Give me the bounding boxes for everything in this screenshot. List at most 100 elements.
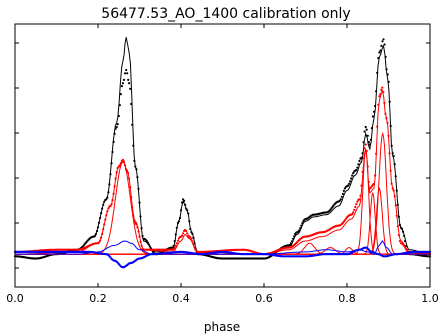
data-point-total-intensity-data xyxy=(101,208,103,210)
data-point-total-intensity-data xyxy=(384,43,386,45)
data-point-linear-polarization-data xyxy=(355,203,357,205)
data-point-total-intensity-data xyxy=(179,217,181,219)
data-point-linear-polarization-data xyxy=(174,247,176,249)
data-point-linear-polarization-data xyxy=(116,171,118,173)
data-point-total-intensity-data xyxy=(362,152,364,154)
data-point-total-intensity-data xyxy=(350,177,352,179)
data-point-total-intensity-data xyxy=(390,125,392,127)
data-point-linear-polarization-data xyxy=(138,236,140,238)
data-point-total-intensity-data xyxy=(356,167,358,169)
data-point-total-intensity-data xyxy=(380,45,382,47)
data-point-total-intensity-data xyxy=(401,228,403,230)
data-point-total-intensity-data xyxy=(402,231,404,233)
data-point-total-intensity-data xyxy=(131,124,133,126)
data-point-total-intensity-data xyxy=(142,235,144,237)
data-point-total-intensity-data xyxy=(110,162,112,164)
data-point-total-intensity-data xyxy=(130,103,132,105)
data-point-linear-polarization-data xyxy=(136,226,138,228)
data-point-total-intensity-data xyxy=(378,51,380,53)
data-point-total-intensity-data xyxy=(138,202,140,204)
data-point-total-intensity-data xyxy=(184,204,186,206)
data-point-total-intensity-data xyxy=(147,242,149,244)
data-point-total-intensity-data xyxy=(292,238,294,240)
data-point-total-intensity-data xyxy=(129,88,131,90)
data-point-linear-polarization-data xyxy=(182,232,184,234)
data-point-total-intensity-data xyxy=(127,79,129,81)
data-point-linear-polarization-data xyxy=(379,93,381,95)
data-point-linear-polarization-data xyxy=(137,231,139,233)
data-point-total-intensity-data xyxy=(355,169,357,171)
data-point-total-intensity-data xyxy=(403,235,405,237)
x-tick-label: 0.4 xyxy=(172,292,190,305)
data-point-linear-polarization-data xyxy=(186,232,188,234)
data-point-total-intensity-data xyxy=(102,204,104,206)
data-point-total-intensity-data xyxy=(137,188,139,190)
data-point-total-intensity-data xyxy=(136,176,138,178)
data-point-linear-polarization-data xyxy=(128,177,130,179)
x-tick-label: 0.8 xyxy=(338,292,356,305)
data-point-linear-polarization-data xyxy=(177,240,179,242)
data-point-linear-polarization-data xyxy=(360,185,362,187)
data-point-linear-polarization-data xyxy=(388,152,390,154)
data-point-total-intensity-data xyxy=(341,196,343,198)
data-point-total-intensity-data xyxy=(366,129,368,131)
data-point-total-intensity-data xyxy=(367,135,369,137)
data-point-linear-polarization-data xyxy=(352,211,354,213)
data-point-total-intensity-data xyxy=(351,175,353,177)
data-point-linear-polarization-data xyxy=(176,242,178,244)
data-point-total-intensity-data xyxy=(119,104,121,106)
data-point-total-intensity-data xyxy=(348,183,350,185)
data-point-linear-polarization-data xyxy=(387,135,389,137)
data-point-linear-polarization-data xyxy=(107,207,109,209)
data-point-linear-polarization-data xyxy=(359,195,361,197)
data-point-total-intensity-data xyxy=(369,143,371,145)
data-point-linear-polarization-data xyxy=(101,233,103,235)
data-point-linear-polarization-data xyxy=(192,243,194,245)
series-line-gaussian-component-8 xyxy=(15,150,430,254)
data-point-total-intensity-data xyxy=(123,79,125,81)
data-point-total-intensity-data xyxy=(99,217,101,219)
data-point-total-intensity-data xyxy=(385,56,387,58)
data-point-linear-polarization-data xyxy=(395,204,397,206)
data-point-total-intensity-data xyxy=(357,163,359,165)
data-point-total-intensity-data xyxy=(183,200,185,202)
data-point-linear-polarization-data xyxy=(190,238,192,240)
data-point-total-intensity-data xyxy=(379,50,381,52)
data-point-linear-polarization-data xyxy=(106,210,108,212)
data-point-linear-polarization-data xyxy=(193,246,195,248)
data-point-total-intensity-data xyxy=(173,245,175,247)
data-point-total-intensity-data xyxy=(174,240,176,242)
data-point-total-intensity-data xyxy=(116,126,118,128)
data-point-total-intensity-data xyxy=(135,168,137,170)
data-point-total-intensity-data xyxy=(393,155,395,157)
data-point-linear-polarization-data xyxy=(114,185,116,187)
series-line-gaussian-component-9 xyxy=(15,193,430,254)
data-point-linear-polarization-data xyxy=(185,230,187,232)
data-point-total-intensity-data xyxy=(191,233,193,235)
axis-ticks: 0.0 0.2 0.4 0.6 0.8 1.0 xyxy=(6,24,439,305)
data-point-total-intensity-data xyxy=(186,209,188,211)
data-point-total-intensity-data xyxy=(178,220,180,222)
data-point-linear-polarization-data xyxy=(358,198,360,200)
data-point-total-intensity-data xyxy=(371,127,373,129)
data-point-linear-polarization-data xyxy=(393,189,395,191)
data-point-total-intensity-data xyxy=(187,212,189,214)
data-point-linear-polarization-data xyxy=(100,237,102,239)
data-point-linear-polarization-data xyxy=(102,228,104,230)
data-point-total-intensity-data xyxy=(388,81,390,83)
x-axis-label: phase xyxy=(204,320,240,334)
data-point-total-intensity-data xyxy=(391,145,393,147)
data-point-total-intensity-data xyxy=(300,225,302,227)
data-point-total-intensity-data xyxy=(340,198,342,200)
data-point-total-intensity-data xyxy=(375,90,377,92)
data-point-total-intensity-data xyxy=(298,229,300,231)
data-point-linear-polarization-data xyxy=(385,117,387,119)
data-point-total-intensity-data xyxy=(120,93,122,95)
data-point-total-intensity-data xyxy=(395,175,397,177)
data-point-total-intensity-data xyxy=(175,233,177,235)
data-point-total-intensity-data xyxy=(365,126,367,128)
data-point-total-intensity-data xyxy=(189,228,191,230)
data-point-total-intensity-data xyxy=(108,183,110,185)
data-point-linear-polarization-data xyxy=(105,214,107,216)
